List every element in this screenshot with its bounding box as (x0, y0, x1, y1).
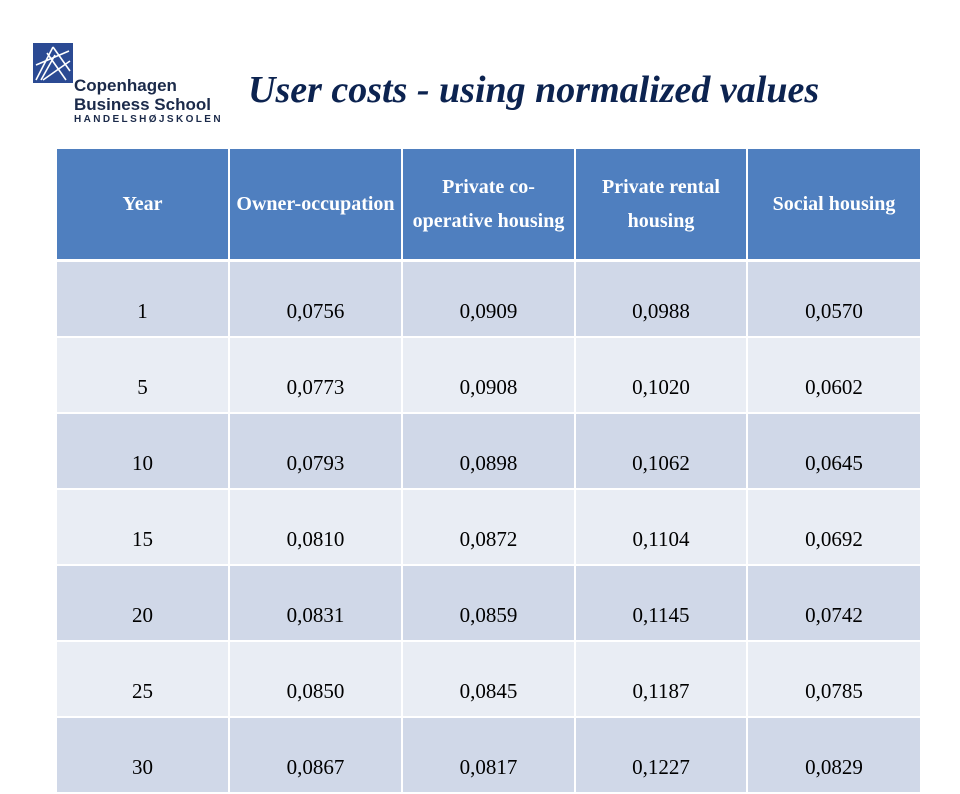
table-header-row: Year Owner-occupation Private co-operati… (57, 149, 920, 262)
cell-private-rental: 0,1227 (575, 717, 748, 794)
logo-wordmark: Copenhagen Business School (74, 76, 211, 114)
logo-line-2: Business School (74, 95, 211, 114)
table-row: 25 0,0850 0,0845 0,1187 0,0785 (57, 641, 920, 718)
column-header-owner-occupation: Owner-occupation (229, 149, 403, 262)
cell-year: 5 (57, 337, 230, 414)
cell-private-co-operative: 0,0817 (402, 717, 576, 794)
cell-year: 15 (57, 489, 230, 566)
cell-year: 30 (57, 717, 230, 794)
cell-owner-occupation: 0,0867 (229, 717, 403, 794)
cell-private-rental: 0,1104 (575, 489, 748, 566)
table-row: 10 0,0793 0,0898 0,1062 0,0645 (57, 413, 920, 490)
table-row: 1 0,0756 0,0909 0,0988 0,0570 (57, 260, 920, 338)
slide-title: User costs - using normalized values (248, 69, 820, 111)
column-header-private-rental: Private rental housing (575, 149, 748, 262)
cell-year: 25 (57, 641, 230, 718)
cbs-logo-mark-icon (33, 43, 73, 83)
cell-social-housing: 0,0742 (747, 565, 920, 642)
cell-owner-occupation: 0,0850 (229, 641, 403, 718)
table-row: 30 0,0867 0,0817 0,1227 0,0829 (57, 717, 920, 794)
cell-year: 10 (57, 413, 230, 490)
cell-owner-occupation: 0,0793 (229, 413, 403, 490)
user-costs-table: Year Owner-occupation Private co-operati… (57, 149, 920, 794)
cell-private-co-operative: 0,0872 (402, 489, 576, 566)
cell-social-housing: 0,0602 (747, 337, 920, 414)
table-row: 5 0,0773 0,0908 0,1020 0,0602 (57, 337, 920, 414)
cell-year: 1 (57, 260, 230, 338)
table-row: 20 0,0831 0,0859 0,1145 0,0742 (57, 565, 920, 642)
column-header-private-co-operative: Private co-operative housing (402, 149, 576, 262)
cell-private-co-operative: 0,0859 (402, 565, 576, 642)
cell-private-rental: 0,1187 (575, 641, 748, 718)
cell-year: 20 (57, 565, 230, 642)
cell-private-co-operative: 0,0908 (402, 337, 576, 414)
column-header-social-housing: Social housing (747, 149, 920, 262)
cell-owner-occupation: 0,0831 (229, 565, 403, 642)
cell-social-housing: 0,0829 (747, 717, 920, 794)
cbs-logo: Copenhagen Business School HANDELSHØJSKO… (30, 40, 223, 130)
cell-owner-occupation: 0,0773 (229, 337, 403, 414)
cell-private-co-operative: 0,0898 (402, 413, 576, 490)
cell-private-rental: 0,1020 (575, 337, 748, 414)
cell-private-rental: 0,1145 (575, 565, 748, 642)
table-row: 15 0,0810 0,0872 0,1104 0,0692 (57, 489, 920, 566)
column-header-year: Year (57, 149, 230, 262)
cell-private-co-operative: 0,0845 (402, 641, 576, 718)
cell-private-rental: 0,1062 (575, 413, 748, 490)
cell-owner-occupation: 0,0810 (229, 489, 403, 566)
logo-subtitle: HANDELSHØJSKOLEN (74, 114, 223, 125)
cell-social-housing: 0,0785 (747, 641, 920, 718)
cell-owner-occupation: 0,0756 (229, 260, 403, 338)
cell-social-housing: 0,0570 (747, 260, 920, 338)
cell-private-co-operative: 0,0909 (402, 260, 576, 338)
cell-social-housing: 0,0645 (747, 413, 920, 490)
logo-line-1: Copenhagen (74, 76, 177, 95)
cell-private-rental: 0,0988 (575, 260, 748, 338)
cell-social-housing: 0,0692 (747, 489, 920, 566)
